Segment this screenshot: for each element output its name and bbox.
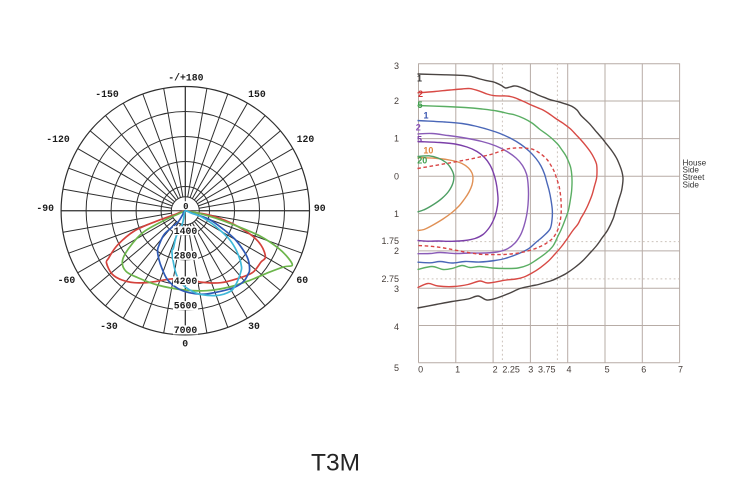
svg-text:-60: -60 [58,275,76,286]
svg-text:2: 2 [418,89,423,99]
svg-text:1400: 1400 [174,226,198,237]
svg-text:0: 0 [418,365,423,375]
svg-text:T3M: T3M [311,450,360,477]
svg-text:30: 30 [248,321,260,332]
svg-text:1: 1 [455,365,460,375]
svg-text:3: 3 [528,365,533,375]
svg-text:1: 1 [394,209,399,219]
svg-text:-90: -90 [36,203,54,214]
svg-text:2: 2 [394,96,399,106]
svg-text:0: 0 [183,202,188,212]
svg-text:7000: 7000 [174,325,198,336]
svg-text:3: 3 [394,61,399,71]
svg-text:5600: 5600 [174,301,198,312]
svg-text:0: 0 [394,171,399,181]
svg-text:4: 4 [394,322,399,332]
svg-text:1.75: 1.75 [381,236,399,246]
svg-text:-150: -150 [95,89,119,100]
svg-text:2.25: 2.25 [502,365,520,375]
svg-text:1: 1 [417,74,422,84]
svg-text:5: 5 [394,363,399,373]
svg-text:2.75: 2.75 [381,274,399,284]
svg-text:Side: Side [683,181,700,190]
svg-text:4200: 4200 [174,276,198,287]
svg-text:-120: -120 [46,134,70,145]
svg-text:-30: -30 [100,321,118,332]
svg-text:House: House [683,158,707,167]
svg-text:3.75: 3.75 [538,365,556,375]
svg-text:5: 5 [605,365,610,375]
svg-text:1: 1 [394,134,399,144]
svg-text:5: 5 [417,135,422,145]
svg-text:0: 0 [182,338,188,349]
svg-text:6: 6 [641,365,646,375]
svg-text:2800: 2800 [174,251,198,262]
svg-text:2: 2 [394,246,399,256]
svg-text:90: 90 [314,203,326,214]
svg-text:10: 10 [423,146,433,156]
svg-text:-/+180: -/+180 [168,72,203,83]
svg-text:Side: Side [683,166,700,175]
svg-text:4: 4 [566,365,571,375]
svg-text:2: 2 [416,122,421,132]
svg-text:60: 60 [296,275,308,286]
svg-text:20: 20 [417,156,427,166]
svg-text:5: 5 [417,100,422,110]
svg-text:Street: Street [683,173,706,182]
svg-text:7: 7 [678,365,683,375]
svg-text:2: 2 [493,365,498,375]
svg-text:120: 120 [297,134,315,145]
svg-text:1: 1 [423,110,428,120]
svg-text:3: 3 [394,284,399,294]
svg-text:150: 150 [248,89,266,100]
